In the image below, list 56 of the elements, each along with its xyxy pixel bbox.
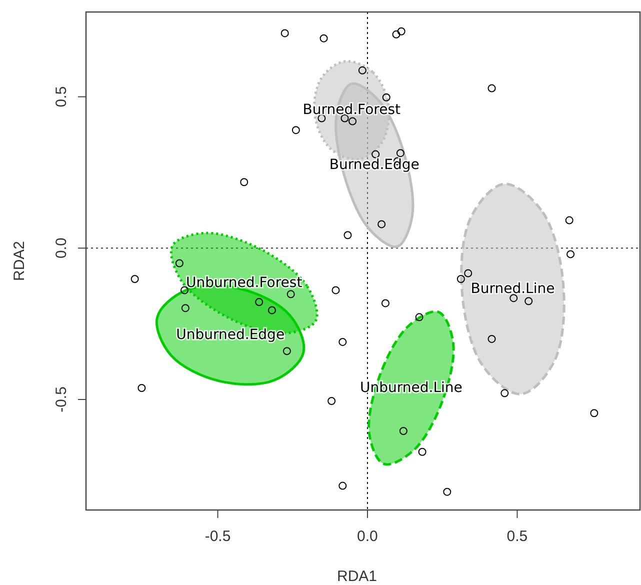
point [286, 290, 295, 298]
point [282, 347, 291, 356]
y-tick-label: 0.5 [53, 86, 70, 108]
point [396, 149, 404, 158]
point [280, 29, 289, 38]
point [130, 275, 139, 284]
point [418, 448, 426, 456]
point [500, 389, 509, 398]
series-label: Unburned.Forest [186, 275, 303, 292]
point [320, 34, 328, 42]
x-axis-title: RDA1 [336, 568, 378, 585]
point [332, 286, 340, 294]
y-tick-label: -0.5 [53, 386, 70, 412]
point [378, 220, 386, 228]
point [399, 426, 408, 435]
series-label: Burned.Forest [302, 102, 402, 118]
point [338, 338, 347, 346]
point [344, 231, 352, 240]
series-label: Burned.Line [470, 280, 555, 297]
point [338, 482, 347, 490]
point [443, 488, 452, 496]
point [392, 30, 400, 38]
point [328, 397, 336, 406]
point [510, 294, 518, 302]
point [381, 299, 390, 308]
point [318, 114, 326, 122]
x-tick-label: 0.0 [357, 528, 378, 545]
point [415, 313, 424, 322]
point [565, 216, 574, 224]
point [464, 269, 472, 278]
point [138, 384, 146, 392]
y-axis-title: RDA2 [11, 240, 28, 282]
point [590, 409, 598, 418]
x-tick-label: 0.5 [506, 528, 528, 545]
point [181, 304, 190, 312]
point [175, 259, 184, 268]
y-tick-label: 0.0 [53, 238, 70, 259]
point [340, 114, 349, 122]
point [382, 93, 390, 102]
point [292, 126, 300, 134]
point [180, 286, 189, 294]
point [488, 84, 496, 92]
point [255, 298, 264, 306]
point [456, 275, 465, 284]
point [566, 250, 575, 258]
point [268, 306, 276, 314]
point [240, 178, 248, 186]
x-tick-label: -0.5 [204, 528, 231, 545]
series-label: Burned.Edge [329, 157, 420, 174]
point [358, 66, 366, 74]
point [348, 117, 357, 126]
point [524, 297, 533, 306]
series-label: Unburned.Edge [176, 326, 285, 343]
point [397, 27, 406, 36]
point [372, 150, 380, 158]
point [488, 334, 496, 343]
